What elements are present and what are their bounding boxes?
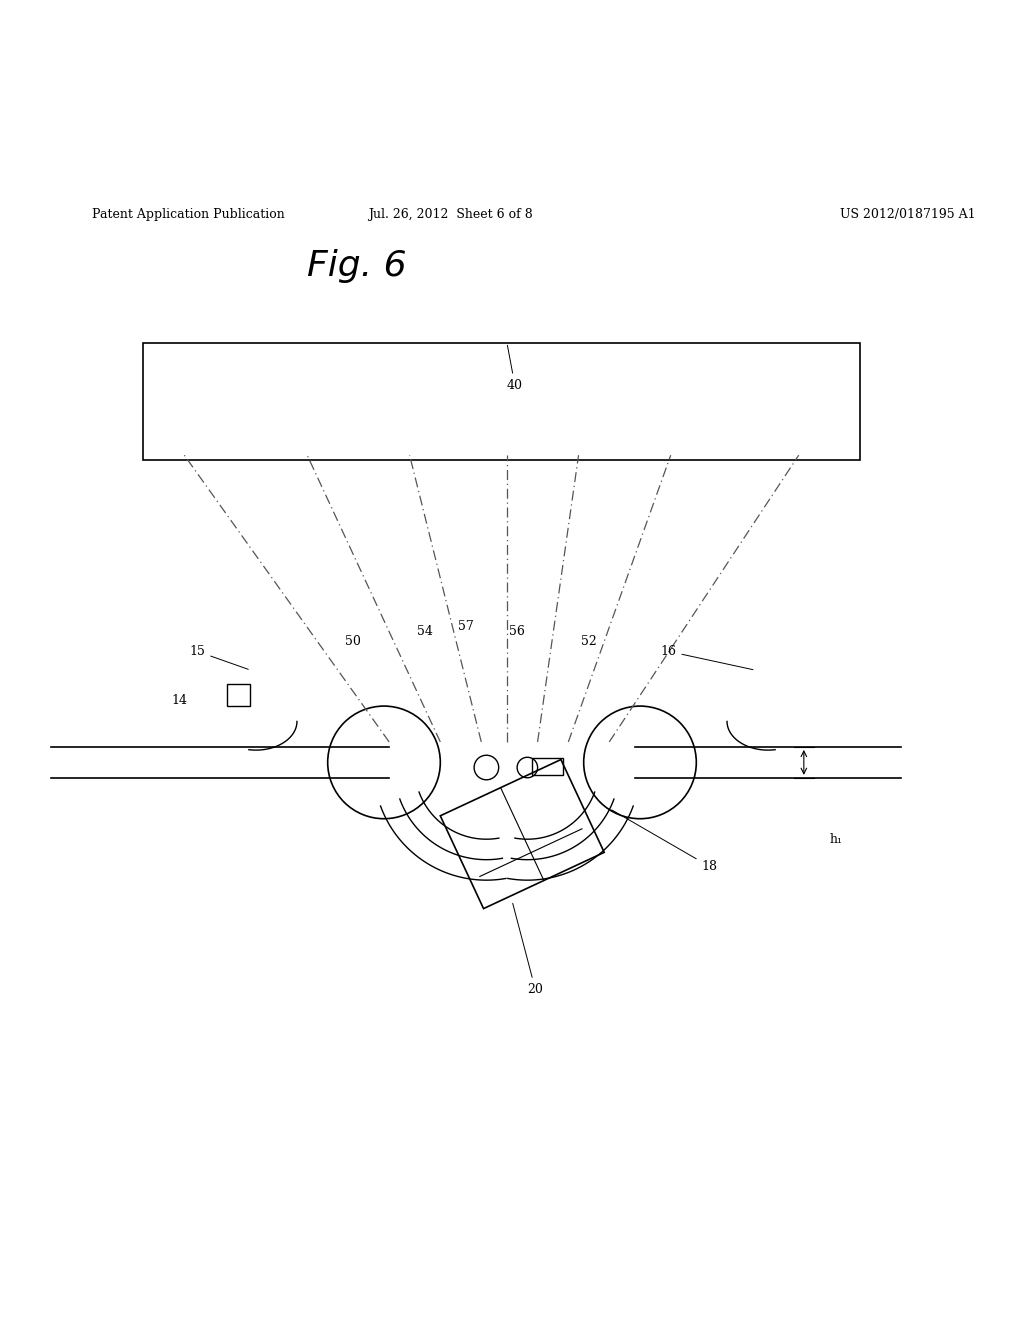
Text: Jul. 26, 2012  Sheet 6 of 8: Jul. 26, 2012 Sheet 6 of 8 — [369, 209, 532, 220]
Text: Fig. 6: Fig. 6 — [307, 248, 407, 282]
Text: 15: 15 — [189, 645, 248, 669]
Text: 14: 14 — [171, 694, 187, 708]
Text: h₁: h₁ — [829, 833, 843, 846]
Text: 56: 56 — [509, 624, 525, 638]
Text: 18: 18 — [611, 810, 718, 873]
Text: 20: 20 — [513, 903, 544, 995]
Bar — [227, 684, 250, 706]
Bar — [143, 343, 860, 461]
Text: 54: 54 — [417, 624, 433, 638]
Bar — [440, 759, 604, 908]
Text: 52: 52 — [581, 635, 597, 648]
Text: US 2012/0187195 A1: US 2012/0187195 A1 — [840, 209, 975, 220]
Text: 16: 16 — [660, 645, 753, 669]
Text: 57: 57 — [458, 619, 474, 632]
Text: 50: 50 — [345, 635, 361, 648]
Text: Patent Application Publication: Patent Application Publication — [92, 209, 285, 220]
Text: 40: 40 — [507, 346, 523, 392]
Bar — [532, 758, 563, 775]
